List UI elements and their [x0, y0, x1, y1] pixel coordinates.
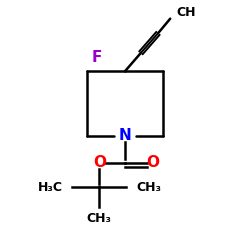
Text: N: N: [119, 128, 132, 144]
Text: CH: CH: [176, 6, 196, 19]
Text: O: O: [93, 156, 106, 170]
Text: H₃C: H₃C: [38, 181, 63, 194]
Text: CH₃: CH₃: [136, 181, 161, 194]
Text: CH₃: CH₃: [87, 212, 112, 225]
Text: F: F: [92, 50, 102, 65]
Text: O: O: [146, 156, 160, 170]
